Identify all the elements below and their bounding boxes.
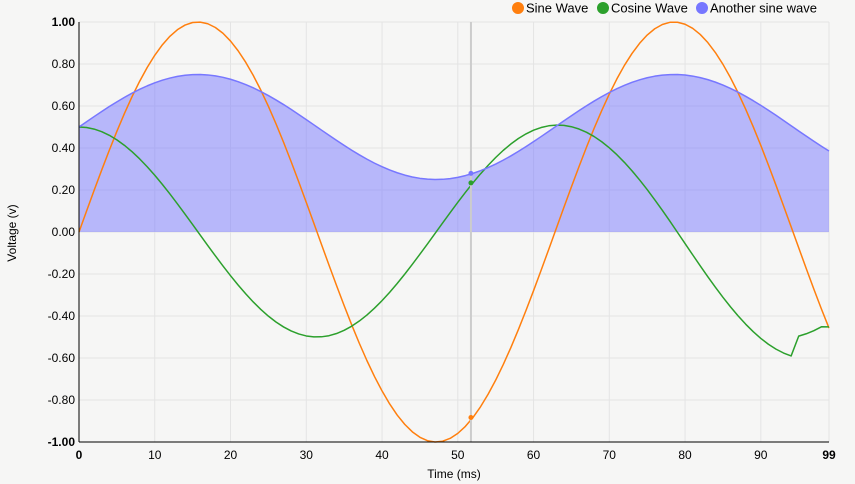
x-tick-label: 30 [300, 448, 314, 462]
legend[interactable]: Sine Wave Cosine Wave Another sine wave [512, 1, 817, 16]
legend-label: Sine Wave [526, 1, 588, 16]
y-tick-label: 0.60 [52, 99, 76, 113]
series-line-2[interactable] [78, 73, 830, 181]
legend-item-2[interactable]: Another sine wave [696, 1, 817, 16]
series-lines [78, 21, 830, 443]
legend-item-0[interactable]: Sine Wave [512, 1, 589, 16]
legend-swatch [512, 2, 524, 14]
legend-label: Another sine wave [710, 1, 817, 16]
x-tick-label: 99 [822, 448, 836, 462]
x-tick-label: 90 [754, 448, 768, 462]
y-tick-label: -0.80 [48, 393, 76, 407]
series-area-2 [79, 74, 829, 233]
legend-swatch [597, 2, 609, 14]
hover-point-1 [468, 180, 474, 186]
legend-item-1[interactable]: Cosine Wave [597, 1, 688, 16]
y-tick-label: -0.60 [48, 351, 76, 365]
x-tick-label: 40 [375, 448, 389, 462]
x-tick-label: 10 [148, 448, 162, 462]
x-axis-label: Time (ms) [427, 467, 481, 481]
hover-guide [468, 22, 474, 442]
x-tick-label: 60 [527, 448, 541, 462]
legend-label: Cosine Wave [611, 1, 688, 16]
x-tick-label: 70 [603, 448, 617, 462]
x-tick-label: 80 [678, 448, 692, 462]
y-tick-label: 1.00 [52, 15, 76, 29]
series-line-0[interactable] [78, 21, 830, 443]
y-tick-label: -0.40 [48, 309, 76, 323]
y-tick-label: 0.40 [52, 141, 76, 155]
series-line-1[interactable] [78, 124, 830, 357]
y-tick-label: 0.00 [52, 225, 76, 239]
area-fills [79, 74, 829, 233]
y-tick-label: 0.80 [52, 57, 76, 71]
y-axis-label: Voltage (v) [5, 204, 19, 261]
y-tick-label: 0.20 [52, 183, 76, 197]
x-tick-label: 0 [76, 448, 83, 462]
axes: -1.00 -0.80 -0.60 -0.40 -0.20 0.00 0.20 0.40 0.6… [48, 15, 836, 462]
x-tick-label: 50 [451, 448, 465, 462]
hover-point-2 [468, 170, 474, 176]
hover-point-0 [468, 415, 474, 421]
y-tick-label: -1.00 [48, 435, 76, 449]
x-tick-label: 20 [224, 448, 238, 462]
legend-swatch [696, 2, 708, 14]
y-tick-label: -0.20 [48, 267, 76, 281]
